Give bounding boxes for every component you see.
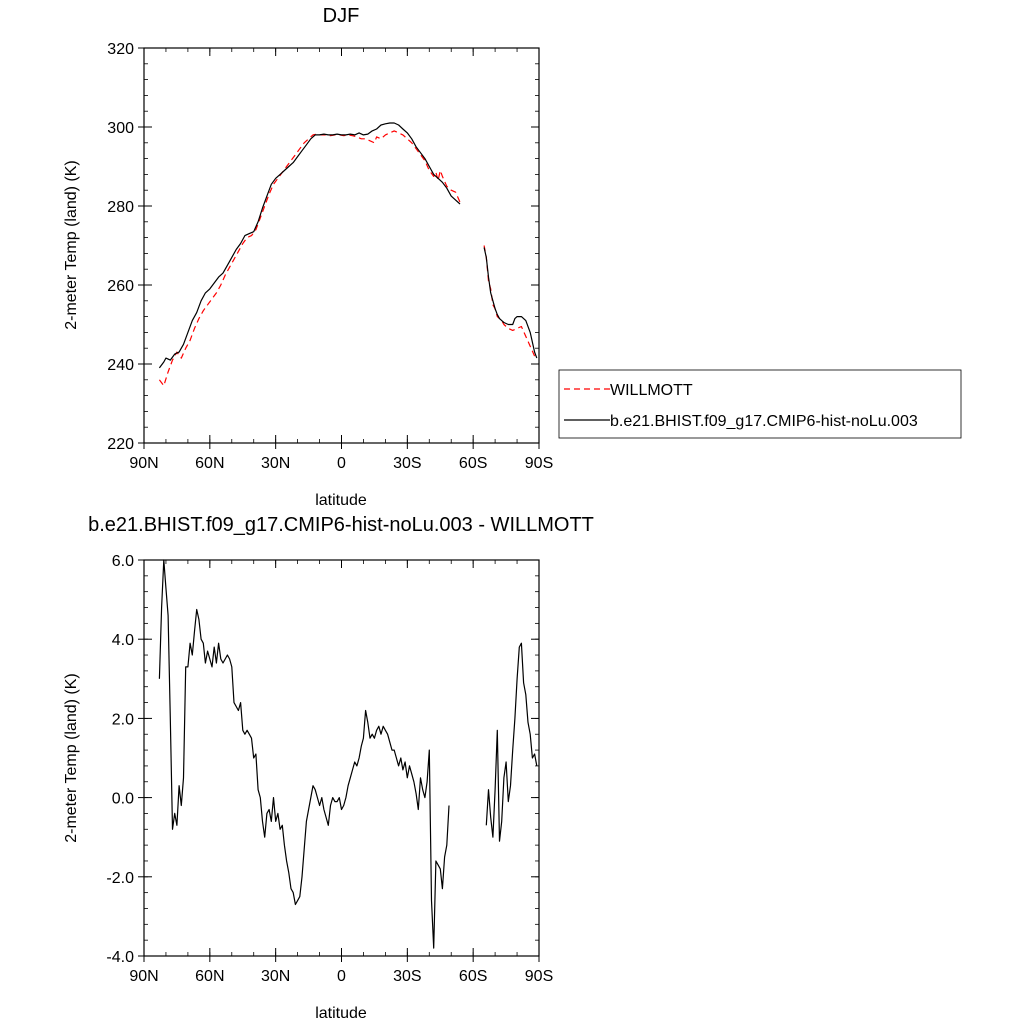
legend: WILLMOTT b.e21.BHIST.f09_g17.CMIP6-hist-…	[558, 369, 962, 439]
bottom-y-tick-label: -4.0	[106, 949, 134, 966]
top-x-tick-label: 60S	[459, 455, 487, 472]
top-y-tick-label: 280	[107, 199, 134, 216]
bottom-x-axis-label: latitude	[315, 1005, 367, 1022]
bottom-y-tick-label: -2.0	[106, 870, 134, 887]
bottom-y-axis-label: 2-meter Temp (land) (K)	[63, 673, 80, 843]
bottom-x-tick-label: 30N	[261, 968, 290, 985]
bottom-y-tick-label: 6.0	[112, 553, 134, 570]
bottom-y-tick-label: 0.0	[112, 791, 134, 808]
bottom-y-tick-label: 4.0	[112, 632, 134, 649]
top-series-0-line-segment-1	[483, 245, 536, 357]
top-series-0-line-segment-0	[158, 130, 461, 387]
bottom-x-tick-label: 60S	[459, 968, 487, 985]
bottom-series-group	[158, 559, 538, 949]
legend-box	[558, 369, 962, 439]
bottom-series-0-line-segment-0	[158, 559, 450, 949]
top-y-tick-label: 260	[107, 278, 134, 295]
top-x-tick-label: 30S	[393, 455, 421, 472]
top-axis-ticks: 90N 60N 30N 0 30S 60S 90S 220 240 260 280 300 320	[107, 41, 553, 472]
bottom-y-tick-label: 2.0	[112, 711, 134, 728]
bottom-panel: b.e21.BHIST.f09_g17.CMIP6-hist-noLu.003 …	[63, 514, 594, 1022]
bottom-axis-ticks: 90N 60N 30N 0 30S 60S 90S -4.0 -2.0 0.0 2.0 4.0 6.0	[106, 553, 553, 985]
bottom-x-tick-label: 0	[337, 968, 346, 985]
top-y-tick-label: 240	[107, 357, 134, 374]
bottom-x-tick-label: 60N	[195, 968, 224, 985]
bottom-series-0-line-segment-1	[485, 642, 538, 842]
legend-willmott-label: WILLMOTT	[610, 382, 693, 399]
bottom-x-tick-label: 90S	[525, 968, 553, 985]
bottom-x-tick-label: 30S	[393, 968, 421, 985]
top-x-tick-label: 60N	[195, 455, 224, 472]
top-x-tick-label: 90N	[129, 455, 158, 472]
top-series-1-line-segment-1	[483, 247, 538, 359]
top-x-axis-label: latitude	[315, 492, 367, 509]
bottom-chart-title: b.e21.BHIST.f09_g17.CMIP6-hist-noLu.003 …	[88, 514, 594, 536]
top-x-tick-label: 30N	[261, 455, 290, 472]
top-plot-frame	[143, 47, 540, 444]
top-series-group	[158, 122, 538, 387]
top-panel: DJF 90N 60N 30N 0 30S 60S 90S 220 240 260 280 300 32…	[63, 5, 553, 509]
bottom-x-tick-label: 90N	[129, 968, 158, 985]
top-x-tick-label: 0	[337, 455, 346, 472]
bottom-plot-frame	[143, 559, 540, 957]
legend-model-label: b.e21.BHIST.f09_g17.CMIP6-hist-noLu.003	[610, 413, 918, 430]
top-y-tick-label: 320	[107, 41, 134, 58]
top-y-tick-label: 300	[107, 120, 134, 137]
top-y-tick-label: 220	[107, 436, 134, 453]
top-x-tick-label: 90S	[525, 455, 553, 472]
top-series-1-line-segment-0	[158, 122, 461, 369]
top-chart-title: DJF	[323, 5, 360, 27]
top-y-axis-label: 2-meter Temp (land) (K)	[63, 160, 80, 330]
